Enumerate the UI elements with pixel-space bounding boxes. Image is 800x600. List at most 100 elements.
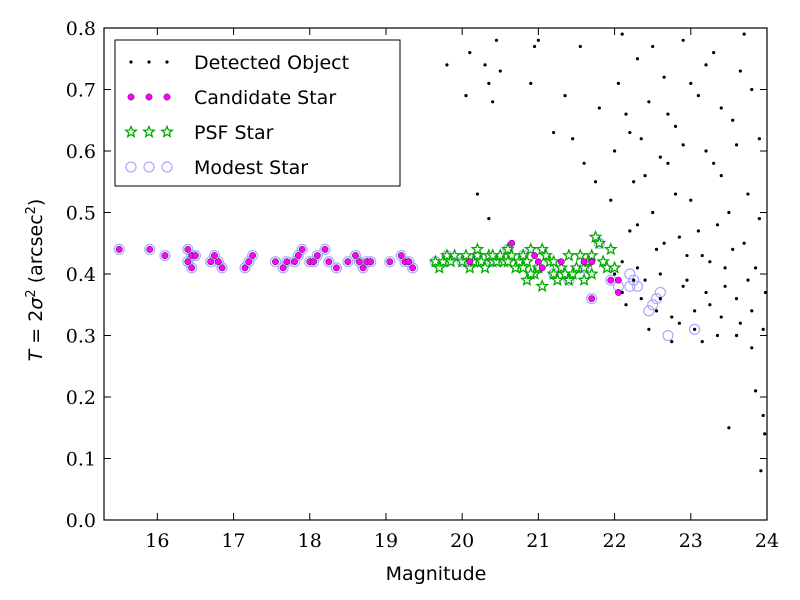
x-tick-label: 20 bbox=[450, 530, 474, 552]
data-point bbox=[283, 258, 291, 266]
data-point bbox=[498, 69, 502, 73]
data-point bbox=[182, 256, 194, 268]
data-point bbox=[662, 329, 674, 342]
data-point bbox=[628, 229, 632, 233]
data-point bbox=[475, 192, 480, 196]
data-point bbox=[643, 174, 647, 178]
legend-label: Modest Star bbox=[194, 157, 308, 179]
data-point bbox=[614, 276, 622, 284]
data-point bbox=[727, 210, 731, 215]
data-point bbox=[291, 258, 298, 266]
data-point bbox=[612, 149, 617, 153]
data-point bbox=[670, 340, 674, 344]
data-point bbox=[628, 130, 632, 135]
data-point bbox=[557, 258, 565, 266]
data-point bbox=[723, 284, 727, 288]
legend-marker bbox=[163, 93, 171, 101]
data-point bbox=[654, 309, 659, 313]
data-point bbox=[494, 38, 499, 42]
data-point bbox=[272, 258, 279, 266]
legend-marker bbox=[129, 60, 133, 64]
data-point bbox=[685, 253, 689, 258]
legend-marker bbox=[165, 60, 169, 64]
data-point bbox=[384, 256, 396, 268]
data-point bbox=[597, 106, 601, 110]
data-point bbox=[639, 137, 643, 141]
data-point bbox=[500, 254, 515, 268]
data-point bbox=[487, 81, 491, 85]
data-point bbox=[620, 32, 624, 36]
data-point bbox=[207, 258, 215, 266]
data-point bbox=[115, 245, 123, 253]
data-point bbox=[577, 260, 592, 274]
data-point bbox=[192, 252, 199, 259]
x-tick-label: 18 bbox=[298, 530, 322, 552]
data-point bbox=[643, 278, 647, 282]
x-tick-label: 23 bbox=[679, 530, 703, 552]
data-point bbox=[651, 210, 655, 215]
data-point bbox=[459, 248, 473, 262]
data-point bbox=[588, 258, 596, 266]
data-point bbox=[708, 260, 712, 264]
tick-labels: 16 17 18 19 20 21 22 23 24 0.0 0.1 0.2 0.3 0.4 0.5 0.6 0… bbox=[66, 18, 779, 552]
data-point bbox=[184, 245, 192, 253]
data-point bbox=[146, 245, 154, 253]
data-point bbox=[113, 243, 125, 255]
data-point bbox=[580, 258, 588, 266]
data-point bbox=[535, 279, 550, 293]
legend: Detected Object Candidate Star PSF Star Mod… bbox=[114, 39, 401, 187]
data-point bbox=[188, 264, 196, 272]
data-point bbox=[292, 249, 304, 262]
data-point bbox=[520, 272, 534, 287]
series-candidate-star bbox=[115, 239, 622, 302]
data-point bbox=[715, 333, 720, 338]
data-point bbox=[746, 192, 750, 196]
legend-marker bbox=[147, 60, 151, 64]
x-tick-label: 17 bbox=[221, 530, 245, 552]
data-point bbox=[577, 272, 592, 287]
data-point bbox=[536, 38, 540, 42]
data-point bbox=[763, 290, 768, 295]
legend-marker bbox=[145, 93, 153, 101]
data-point bbox=[279, 264, 287, 272]
legend-marker bbox=[161, 161, 173, 173]
data-point bbox=[677, 235, 681, 239]
data-point bbox=[571, 137, 575, 141]
data-point bbox=[182, 243, 194, 255]
data-point bbox=[750, 87, 754, 92]
data-point bbox=[654, 247, 659, 251]
data-point bbox=[538, 264, 546, 272]
data-point bbox=[712, 51, 716, 55]
data-point bbox=[241, 264, 249, 272]
data-point bbox=[535, 242, 550, 256]
data-point bbox=[685, 278, 689, 282]
data-point bbox=[731, 118, 735, 122]
data-point bbox=[689, 198, 693, 202]
data-point bbox=[159, 249, 171, 262]
data-point bbox=[588, 229, 603, 243]
x-tick-label: 22 bbox=[602, 530, 626, 552]
data-point bbox=[529, 81, 533, 85]
data-point bbox=[208, 249, 221, 262]
data-point bbox=[218, 264, 226, 272]
data-point bbox=[757, 217, 761, 221]
data-point bbox=[245, 258, 253, 266]
data-point bbox=[700, 253, 704, 258]
data-point bbox=[239, 262, 251, 274]
data-point bbox=[409, 264, 417, 272]
data-point bbox=[681, 284, 685, 288]
data-point bbox=[247, 249, 259, 262]
x-tick-label: 16 bbox=[145, 530, 169, 552]
data-point bbox=[658, 155, 662, 159]
data-point bbox=[635, 223, 640, 227]
data-point bbox=[330, 262, 343, 274]
data-point bbox=[750, 309, 754, 313]
y-tick-label: 0.1 bbox=[66, 449, 96, 471]
data-point bbox=[647, 100, 651, 104]
data-point bbox=[607, 260, 622, 274]
data-point bbox=[563, 94, 567, 98]
data-point bbox=[432, 260, 447, 274]
data-point bbox=[666, 112, 670, 116]
data-point bbox=[727, 426, 731, 430]
y-tick-label: 0.8 bbox=[66, 18, 96, 40]
